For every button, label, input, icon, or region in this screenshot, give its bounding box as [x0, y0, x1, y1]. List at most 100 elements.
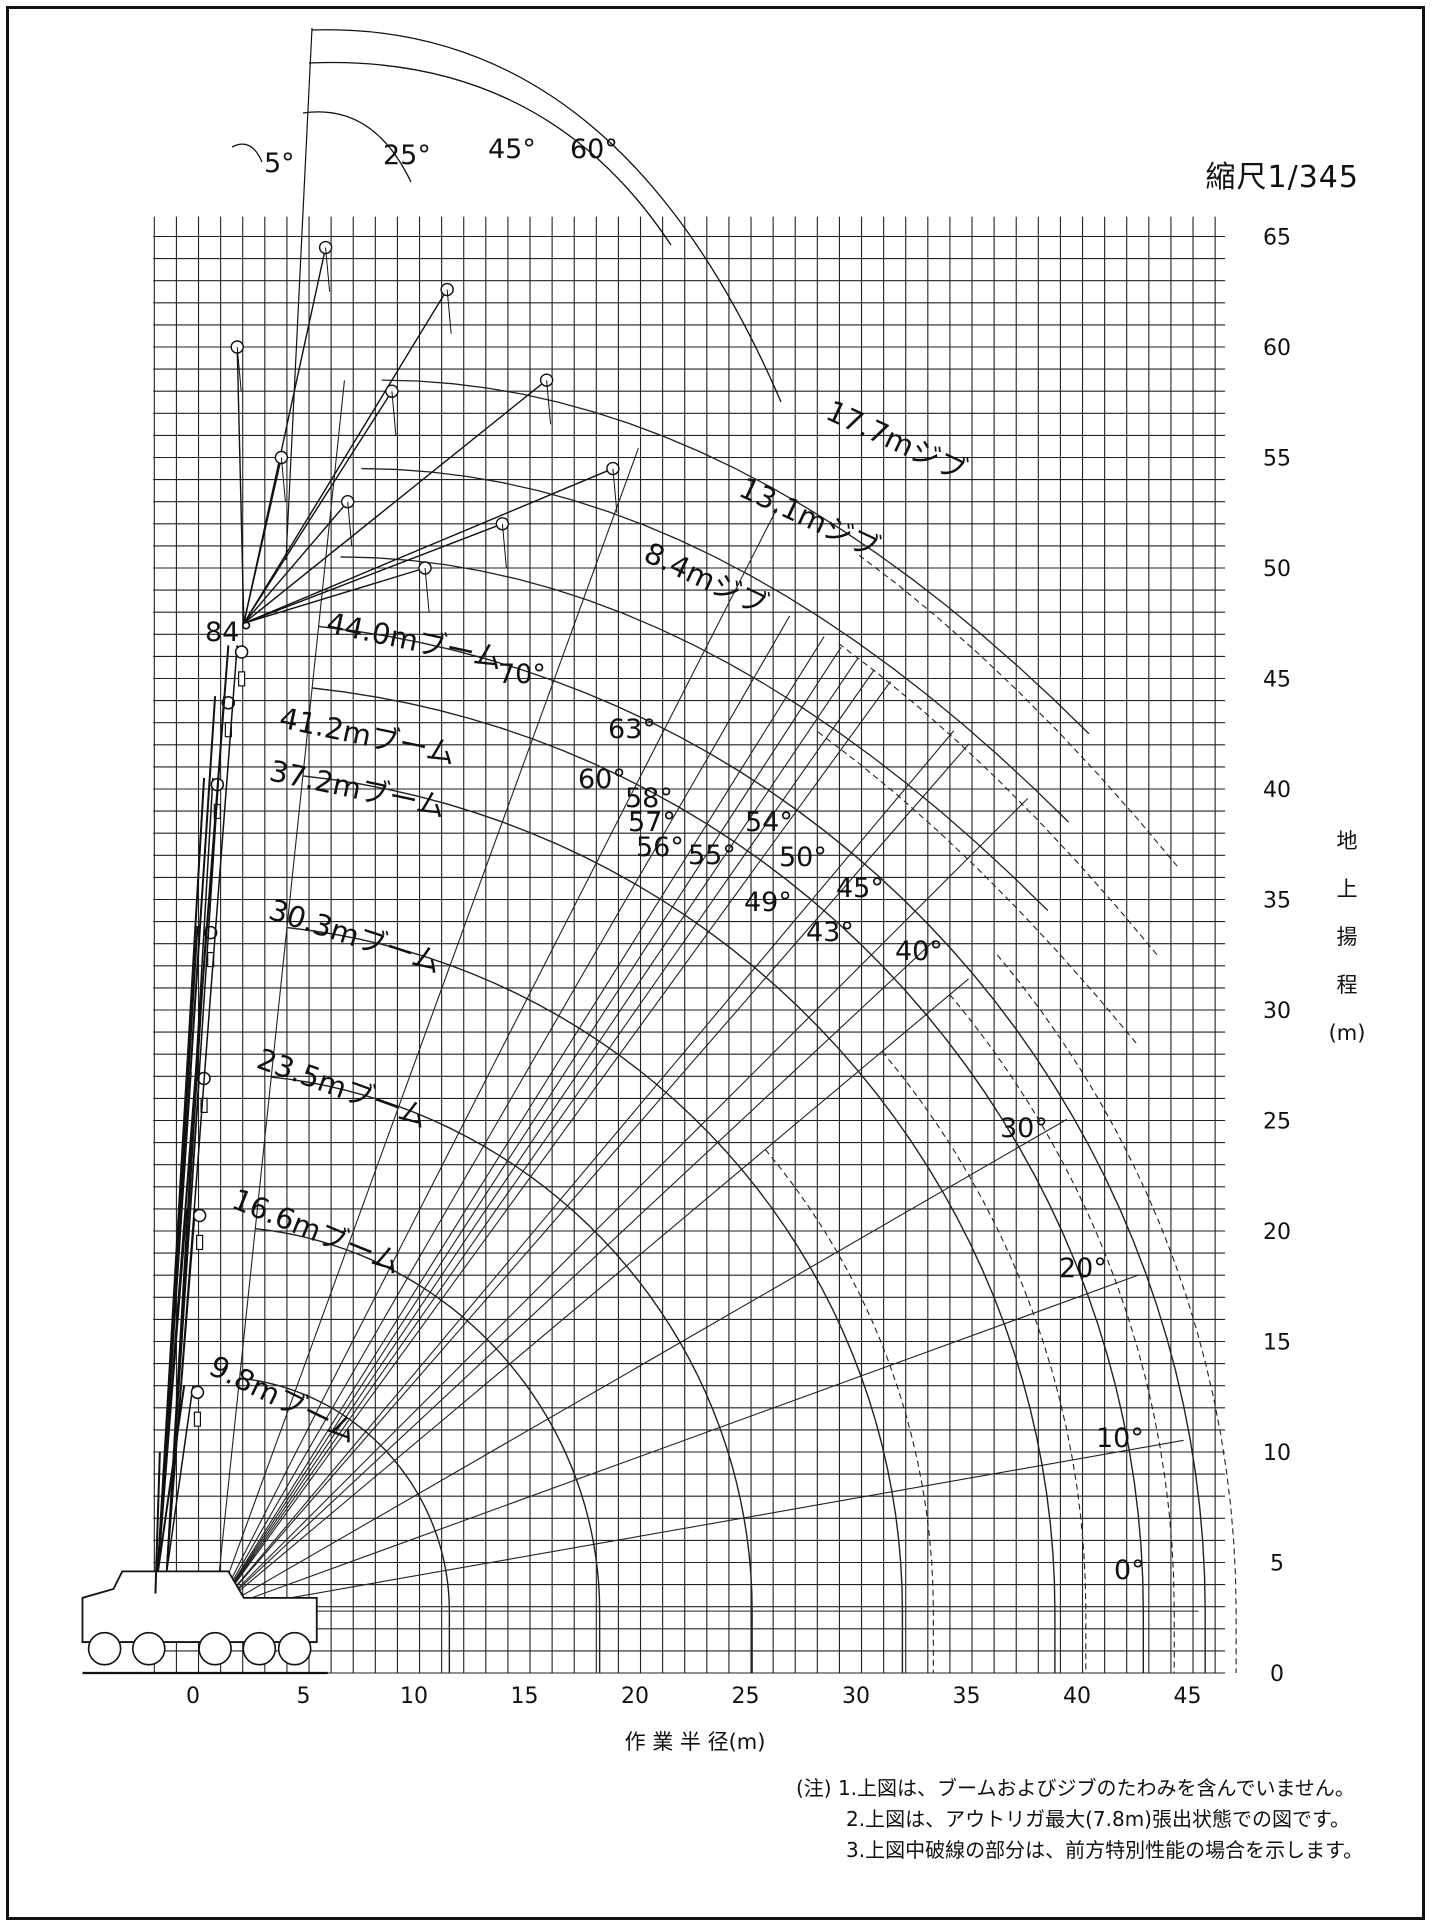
jib-line	[243, 501, 349, 624]
boom-angle-label: 57°	[628, 807, 676, 838]
notes: (注) 1.上図は、ブームおよびジブのたわみを含んでいません。 2.上図は、アウ…	[796, 1773, 1363, 1866]
boom-line	[156, 696, 217, 1574]
boom-angle-line	[214, 798, 1029, 1612]
y-title-char: 上	[1337, 877, 1358, 901]
boom-angle-label: 20°	[1059, 1253, 1107, 1284]
boom-angle-line	[214, 508, 778, 1612]
crane-carrier-body	[81, 1570, 318, 1643]
boom-line	[156, 645, 230, 1574]
x-tick-label: 5	[297, 1684, 311, 1709]
hook-line	[236, 346, 242, 392]
boom-angle-label: 84°	[205, 617, 253, 648]
y-title-char: 地	[1337, 829, 1358, 853]
boom-sheave	[221, 696, 236, 710]
boom-length-arc	[239, 1377, 451, 1673]
boom-angle-label: 10°	[1096, 1423, 1144, 1454]
jib-line	[243, 289, 448, 624]
y-tick-label: 40	[1263, 778, 1291, 803]
hook-line	[612, 468, 618, 513]
note-1: (注) 1.上図は、ブームおよびジブのたわみを含んでいません。	[796, 1776, 1355, 1800]
y-tick-label: 5	[1270, 1552, 1284, 1577]
jib-forward-range-curve	[817, 731, 1137, 1044]
boom-angle-line	[214, 1118, 1068, 1612]
boom-angle-line	[214, 1274, 1140, 1612]
y-tick-label: 20	[1263, 1220, 1291, 1245]
hook-line	[446, 289, 452, 334]
boom-line	[165, 777, 214, 1574]
boom-angle-label: 63°	[608, 714, 656, 745]
forward-range-arc	[949, 994, 1175, 1673]
hook-line	[325, 247, 331, 292]
y-tick-label: 15	[1263, 1331, 1291, 1356]
boom-angle-line	[214, 647, 842, 1612]
jib-line	[243, 457, 283, 624]
boom-angle-line	[214, 743, 970, 1612]
x-tick-label: 0	[186, 1684, 200, 1709]
boom-angle-label: 45°	[836, 873, 884, 904]
boom-sheave	[190, 1385, 205, 1400]
boom-angle-line	[214, 658, 859, 1612]
forward-range-arc	[764, 1149, 934, 1673]
boom-angle-label: 70°	[498, 659, 546, 690]
x-tick-label: 30	[842, 1684, 870, 1709]
jib-offset-angle-label: 60°	[570, 134, 618, 165]
boom-length-label: 30.3mブーム	[265, 892, 446, 980]
jib-reference-line	[285, 27, 313, 561]
jib-offset-arc	[311, 29, 782, 403]
boom-angle-line	[214, 978, 969, 1612]
hook-line	[391, 391, 397, 436]
jib-forward-range-curve	[858, 554, 1178, 867]
boom-angle-label: 58°	[625, 783, 673, 814]
y-tick-label: 35	[1263, 889, 1291, 914]
diagram-labels: 44.0mブーム41.2mブーム37.2mブーム30.3mブーム23.5mブーム…	[204, 134, 1145, 1586]
boom-length-arc	[302, 775, 1056, 1673]
jib-offset-angle-label: 25°	[383, 140, 431, 171]
boom-angle-label: 55°	[688, 840, 736, 871]
jib-range-curve	[381, 379, 1090, 735]
y-tick-label: 65	[1263, 226, 1291, 251]
x-axis-title: 作 業 半 径(m)	[625, 1730, 766, 1754]
boom-angle-label: 40°	[895, 936, 943, 967]
x-tick-label: 35	[953, 1684, 981, 1709]
hook-block	[196, 1234, 204, 1251]
hook-line	[347, 501, 353, 546]
boom-line	[165, 696, 225, 1574]
jib-length-label: 8.4mジブ	[639, 536, 773, 623]
crane-vehicle-drawing	[81, 1451, 328, 1675]
jib-forward-range-curve	[838, 643, 1158, 956]
boom-line	[165, 645, 238, 1574]
boom-length-arc	[318, 625, 1206, 1673]
jib-line	[243, 467, 614, 624]
x-tick-label: 25	[732, 1684, 760, 1709]
boom-angle-label: 49°	[744, 887, 792, 918]
note-2: 2.上図は、アウトリガ最大(7.8m)張出状態での図です。	[846, 1807, 1350, 1831]
jib-length-label: 13.1mジブ	[734, 471, 885, 566]
boom-angle-label: 60°	[578, 764, 626, 795]
jib-line	[236, 346, 245, 624]
boom-length-arc	[255, 1227, 601, 1673]
x-axis-tick-labels: 0 5 10 15 20 25 30 35 40 45	[186, 1684, 1202, 1709]
y-title-char: 揚	[1337, 925, 1358, 949]
jib-offset-arc	[308, 61, 672, 246]
boom-length-arc	[271, 1076, 753, 1673]
boom-angle-line	[215, 1439, 1184, 1612]
boom-angle-line	[214, 615, 791, 1612]
jib-offset-angle-label: 5°	[264, 148, 295, 179]
boom-line	[165, 1385, 194, 1574]
jib-offset-angle-label: 45°	[488, 134, 536, 165]
boom-length-arc	[286, 926, 904, 1673]
boom-angle-line	[214, 730, 955, 1612]
page-border	[6, 6, 1425, 1920]
boom-angle-line	[214, 669, 875, 1612]
hook-line	[546, 380, 552, 425]
crane-wheel	[198, 1631, 232, 1666]
x-tick-label: 45	[1174, 1684, 1202, 1709]
jib-range-curve	[340, 556, 1049, 912]
x-tick-label: 15	[511, 1684, 539, 1709]
crane-wheel	[242, 1631, 277, 1666]
boom-line	[156, 1385, 186, 1574]
crane-wheel	[132, 1631, 166, 1666]
